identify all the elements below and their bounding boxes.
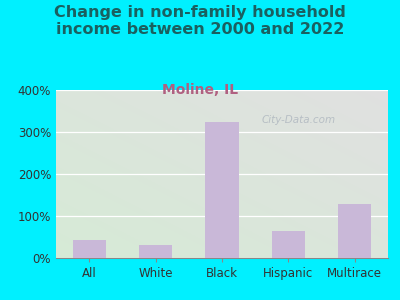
Bar — [73, 240, 106, 258]
Bar — [272, 231, 305, 258]
Bar — [139, 245, 172, 258]
Text: Moline, IL: Moline, IL — [162, 82, 238, 97]
Text: City-Data.com: City-Data.com — [261, 115, 336, 125]
Bar — [338, 204, 372, 258]
Text: Change in non-family household
income between 2000 and 2022: Change in non-family household income be… — [54, 4, 346, 37]
Bar — [206, 122, 238, 258]
